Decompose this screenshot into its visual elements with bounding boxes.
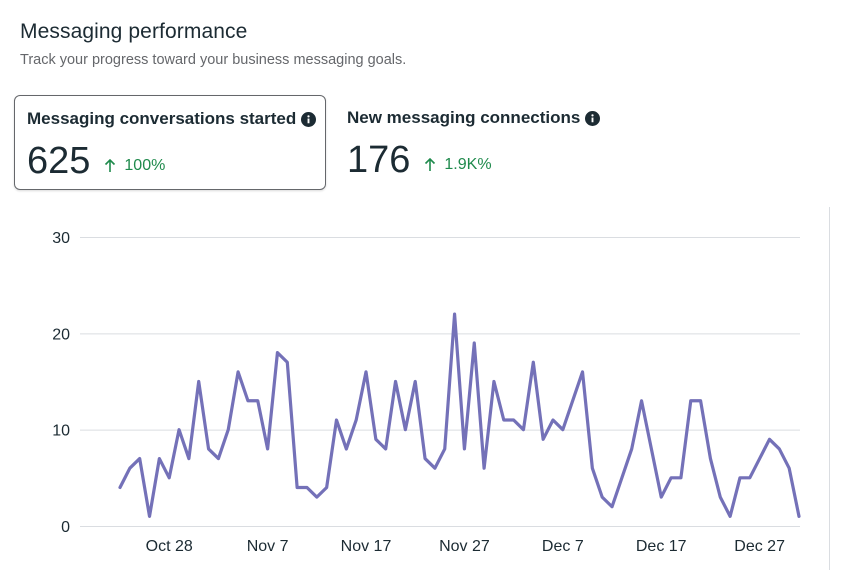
grid-layer [80, 237, 800, 527]
x-tick-label: Dec 17 [636, 538, 687, 555]
x-tick-label: Oct 28 [146, 538, 193, 555]
y-axis: 0 10 20 30 [52, 230, 70, 536]
metric-change-value: 1.9K% [444, 156, 492, 173]
metric-change-value: 100% [124, 157, 166, 174]
x-tick-label: Dec 27 [734, 538, 785, 555]
metric-change: 100% [104, 157, 165, 175]
x-tick-label: Dec 7 [542, 538, 584, 555]
metric-label-row: Messaging conversations started [27, 109, 317, 129]
metric-value-row: 176 1.9K% [347, 139, 492, 182]
metric-card-conversations[interactable]: Messaging conversations started 625 100% [14, 95, 326, 190]
page-subtitle: Track your progress toward your business… [20, 52, 407, 68]
metric-card-connections[interactable]: New messaging connections 176 1.9K% [334, 95, 634, 190]
info-icon[interactable] [301, 111, 317, 127]
y-tick-label: 20 [52, 326, 70, 343]
metric-value: 625 [27, 140, 91, 182]
metric-change: 1.9K% [424, 156, 492, 174]
metric-label: New messaging connections [347, 108, 581, 127]
x-tick-label: Nov 17 [341, 538, 392, 555]
line-chart: 0 10 20 30 Oct 28 Nov 7 Nov 17 Nov 27 Dec 7 Dec … [52, 207, 830, 570]
info-icon[interactable] [585, 110, 601, 126]
page-title: Messaging performance [20, 20, 248, 43]
series-layer [118, 312, 801, 518]
arrow-up-icon [105, 159, 116, 172]
metric-label: Messaging conversations started [27, 109, 297, 128]
y-tick-label: 30 [52, 230, 70, 247]
metric-value: 176 [347, 139, 411, 181]
x-tick-label: Nov 7 [247, 538, 289, 555]
y-tick-label: 0 [61, 519, 70, 536]
x-tick-label: Nov 27 [439, 538, 490, 555]
y-tick-label: 10 [52, 423, 70, 440]
arrow-up-icon [425, 158, 436, 171]
x-axis: Oct 28 Nov 7 Nov 17 Nov 27 Dec 7 Dec 17 Dec 27 [146, 538, 785, 555]
series-line [118, 312, 801, 518]
metric-value-row: 625 100% [27, 140, 165, 183]
metric-label-row: New messaging connections [347, 108, 601, 128]
